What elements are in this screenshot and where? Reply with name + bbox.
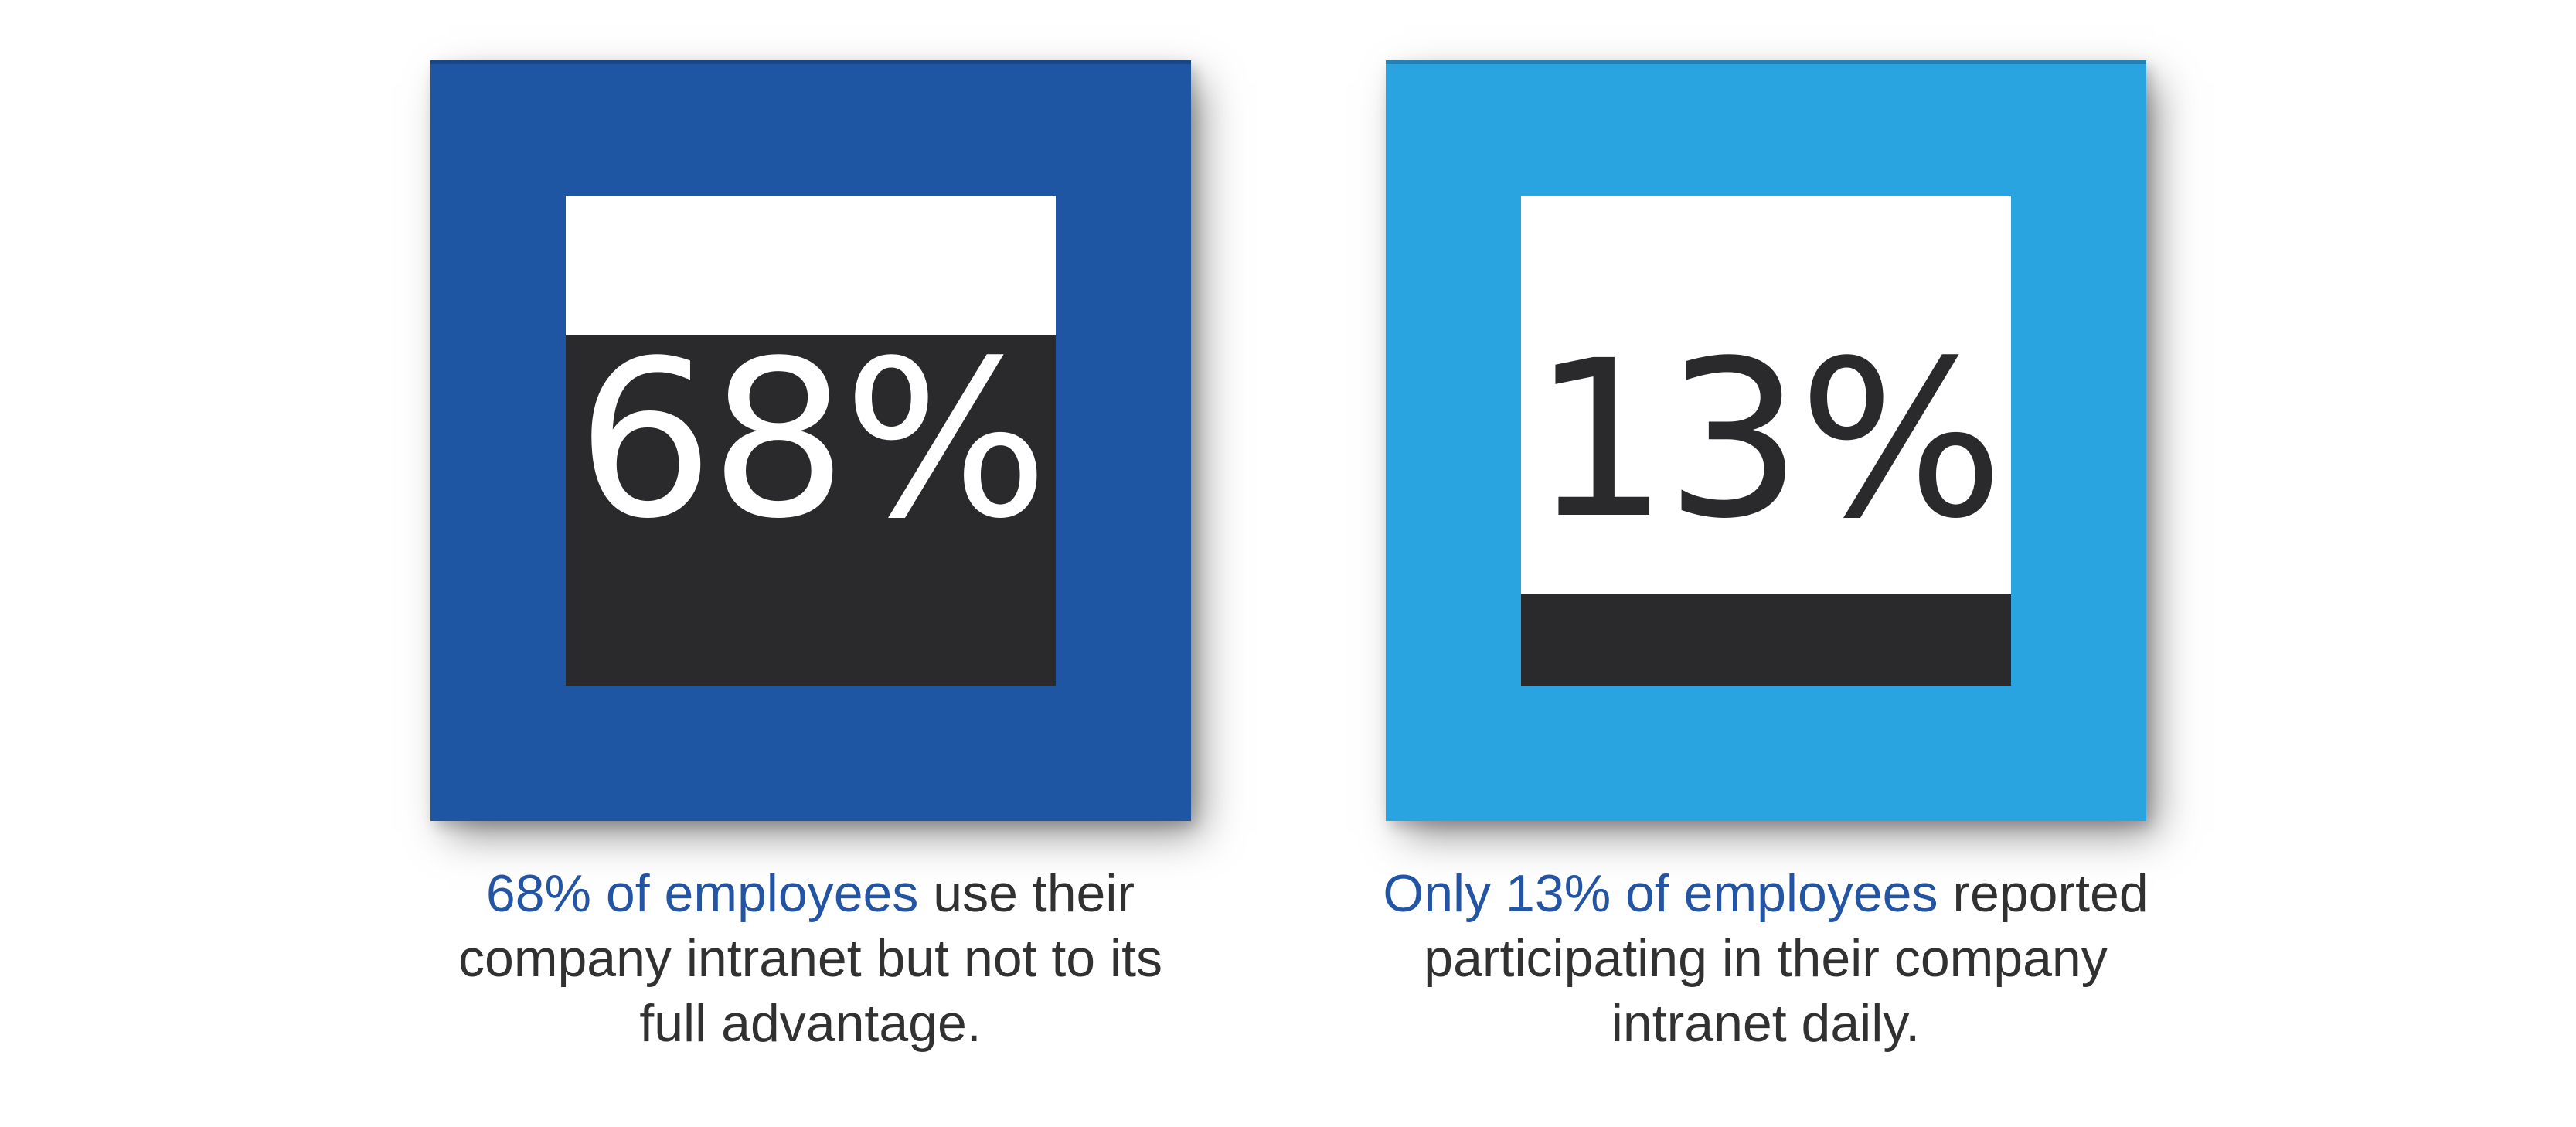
- gauge-box: 13%: [1520, 196, 2011, 686]
- gauge-box: 68%: [565, 196, 1056, 686]
- caption-text: reported: [1938, 864, 2149, 923]
- gauge-fill: [1520, 594, 2011, 686]
- square-frame-blue: 68%: [430, 60, 1191, 821]
- caption-line: company intranet but not to its: [458, 929, 1162, 988]
- stat-card-intranet-daily-participation: 13% Only 13% of employees reported parti…: [1383, 60, 2149, 1056]
- stat-caption: 68% of employees use their company intra…: [458, 861, 1162, 1056]
- caption-line: participating in their company: [1424, 929, 2108, 988]
- caption-line: full advantage.: [639, 994, 982, 1053]
- square-frame-cyan: 13%: [1385, 60, 2146, 821]
- caption-line: Only 13% of employees reported: [1383, 861, 2148, 926]
- caption-highlight: 68% of employees: [485, 864, 919, 923]
- stat-card-intranet-usage: 68% 68% of employees use their company i…: [430, 60, 1191, 1056]
- gauge-fill: [565, 335, 1056, 686]
- caption-highlight: Only 13% of employees: [1383, 864, 1938, 923]
- percent-value: 13%: [1531, 315, 2004, 567]
- caption-line: intranet daily.: [1611, 994, 1921, 1053]
- caption-text: use their: [918, 864, 1135, 923]
- caption-line: 68% of employees use their: [458, 861, 1162, 926]
- percent-value: 68%: [576, 315, 1049, 567]
- stat-caption: Only 13% of employees reported participa…: [1383, 861, 2148, 1056]
